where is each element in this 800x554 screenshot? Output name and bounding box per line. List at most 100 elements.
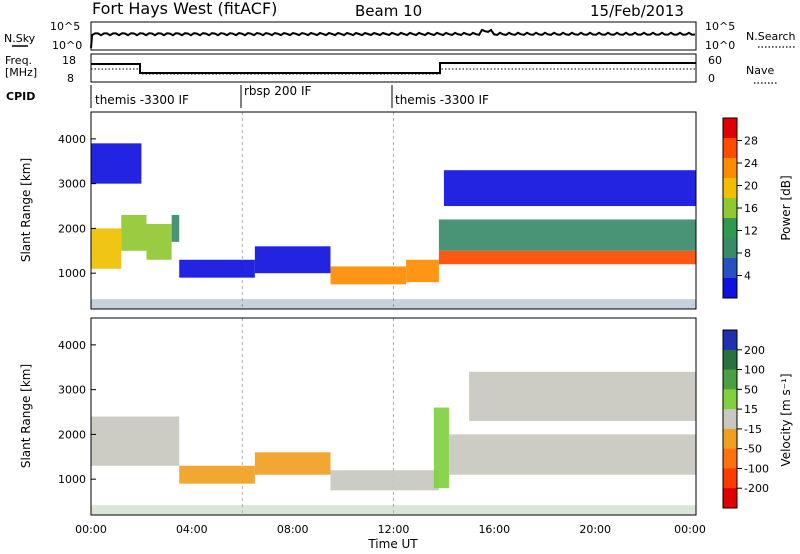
velocity-colorbar-tick-label-6: -100 [744, 462, 769, 475]
velocity-colorbar-swatch-0 [723, 330, 737, 351]
power-colorbar-swatch-5 [723, 218, 737, 239]
power-colorbar-tick-label-3: 16 [744, 202, 758, 215]
cpid-segment-2: rbsp 200 IF [244, 84, 311, 98]
xtick-5: 20:00 [579, 523, 611, 536]
nave-trace [91, 68, 696, 75]
velocity-colorbar-swatch-7 [723, 468, 737, 489]
freq-tick-top: 18 [62, 54, 76, 67]
nsearch-tick-top: 10^5 [705, 20, 735, 33]
xtick-6: 00:00 [674, 523, 706, 536]
freq-unit: [MHz] [5, 66, 37, 79]
velocity-colorbar-label: Velocity [m s⁻¹] [779, 373, 793, 466]
power-colorbar-label: Power [dB] [779, 175, 793, 240]
velocity-colorbar-swatches [723, 330, 737, 509]
power-band-9 [438, 219, 696, 251]
freq-label: Freq. [5, 54, 32, 67]
nave-tick-top: 60 [708, 54, 722, 67]
velocity-colorbar-swatch-4 [723, 409, 737, 430]
power-near-range-scatter [91, 299, 696, 309]
power-band-0 [91, 228, 122, 269]
x-axis: 00:00 04:00 08:00 12:00 16:00 20:00 00:0… [75, 523, 706, 551]
power-colorbar-ticks: 28 24 20 16 12 8 4 [737, 135, 758, 283]
power-colorbar-swatch-8 [723, 278, 737, 299]
velocity-yticks: 1000 2000 3000 4000 [58, 339, 96, 486]
power-band-8 [438, 250, 696, 265]
velocity-colorbar-swatch-5 [723, 428, 737, 450]
nsky-tick-top: 10^5 [50, 20, 80, 33]
velocity-colorbar-tick-label-1: 100 [744, 364, 765, 377]
xtick-4: 16:00 [478, 523, 510, 536]
date-title: 15/Feb/2013 [590, 2, 684, 20]
power-yticks: 1000 2000 3000 4000 [58, 133, 96, 280]
velocity-band-1 [179, 465, 255, 484]
power-band-5 [254, 246, 331, 274]
xtick-3: 12:00 [378, 523, 410, 536]
velocity-colorbar-swatch-3 [723, 389, 737, 410]
power-band-3 [171, 214, 180, 242]
velocity-band-4 [433, 407, 449, 489]
x-axis-label: Time UT [367, 537, 418, 551]
nave-label: Nave [746, 64, 774, 77]
velocity-band-0 [91, 416, 180, 466]
nsky-label: N.Sky [4, 32, 36, 45]
power-panel: Slant Range [km] 1000 2000 3000 4000 [19, 111, 697, 310]
velocity-marks [91, 318, 696, 515]
nsearch-label: N.Search [746, 30, 796, 43]
power-colorbar-tick-label-2: 20 [744, 180, 758, 193]
velocity-near-range-scatter [91, 505, 696, 515]
power-colorbar: 28 24 20 16 12 8 4 Power [dB] [722, 117, 793, 299]
velocity-colorbar-ticks: 200 100 50 15 -15 -50 -100 -200 [737, 344, 769, 495]
cpid-segment-1: themis -3300 IF [95, 93, 189, 107]
velocity-ylabel: Slant Range [km] [19, 364, 33, 468]
velocity-colorbar-tick-label-3: 15 [744, 403, 758, 416]
velocity-panel: Slant Range [km] 1000 2000 3000 4000 [19, 317, 697, 516]
nsky-tick-bottom: 10^0 [52, 39, 82, 52]
velocity-band-6 [469, 371, 696, 421]
velocity-colorbar-tick-label-0: 200 [744, 344, 765, 357]
station-title: Fort Hays West (fitACF) [92, 0, 277, 18]
power-band-6 [330, 266, 407, 285]
power-band-1 [121, 214, 147, 251]
velocity-colorbar-swatch-8 [723, 488, 737, 509]
velocity-band-2 [254, 452, 331, 475]
power-colorbar-swatch-4 [723, 198, 737, 219]
power-colorbar-swatch-2 [723, 158, 737, 179]
freq-strip: Freq. [MHz] 18 8 60 0 Nave [5, 53, 778, 85]
power-colorbar-swatches [723, 118, 737, 299]
xtick-1: 04:00 [176, 523, 208, 536]
velocity-ytick-label-1: 2000 [58, 428, 86, 441]
velocity-colorbar-tick-label-7: -200 [744, 482, 769, 495]
power-colorbar-swatch-1 [723, 138, 737, 159]
power-band-7 [406, 259, 439, 283]
velocity-colorbar: 200 100 50 15 -15 -50 -100 -200 Velocity [m s⁻¹… [722, 329, 793, 509]
velocity-ytick-label-3: 4000 [58, 339, 86, 352]
power-colorbar-tick-label-0: 28 [744, 135, 758, 148]
freq-tick-bottom: 8 [67, 72, 74, 85]
xtick-2: 08:00 [277, 523, 309, 536]
velocity-colorbar-tick-label-4: -15 [744, 423, 762, 436]
cpid-label: CPID [6, 90, 35, 103]
velocity-ytick-label-2: 3000 [58, 384, 86, 397]
power-colorbar-tick-label-6: 4 [744, 270, 751, 283]
xtick-0: 00:00 [75, 523, 107, 536]
power-colorbar-tick-label-5: 8 [744, 247, 751, 260]
power-colorbar-tick-label-1: 24 [744, 157, 758, 170]
velocity-band-5 [448, 434, 696, 475]
power-ytick-label-1: 2000 [58, 222, 86, 235]
power-marks [91, 112, 696, 309]
power-ytick-label-3: 4000 [58, 133, 86, 146]
power-band-10 [443, 170, 696, 207]
power-colorbar-swatch-0 [723, 118, 737, 139]
velocity-ytick-label-0: 1000 [58, 473, 86, 486]
power-ytick-label-0: 1000 [58, 267, 86, 280]
cpid-row: CPID themis -3300 IF rbsp 200 IF themis … [6, 84, 489, 108]
cpid-segment-3: themis -3300 IF [395, 93, 489, 107]
velocity-colorbar-tick-label-2: 50 [744, 383, 758, 396]
noise-strip: N.Sky 10^5 10^0 10^5 10^0 N.Search [4, 20, 796, 52]
nave-tick-bottom: 0 [708, 72, 715, 85]
power-colorbar-swatch-6 [723, 238, 737, 259]
velocity-colorbar-swatch-6 [723, 448, 737, 469]
beam-title: Beam 10 [355, 2, 422, 20]
freq-trace [91, 62, 696, 74]
velocity-colorbar-tick-label-5: -50 [744, 443, 762, 456]
